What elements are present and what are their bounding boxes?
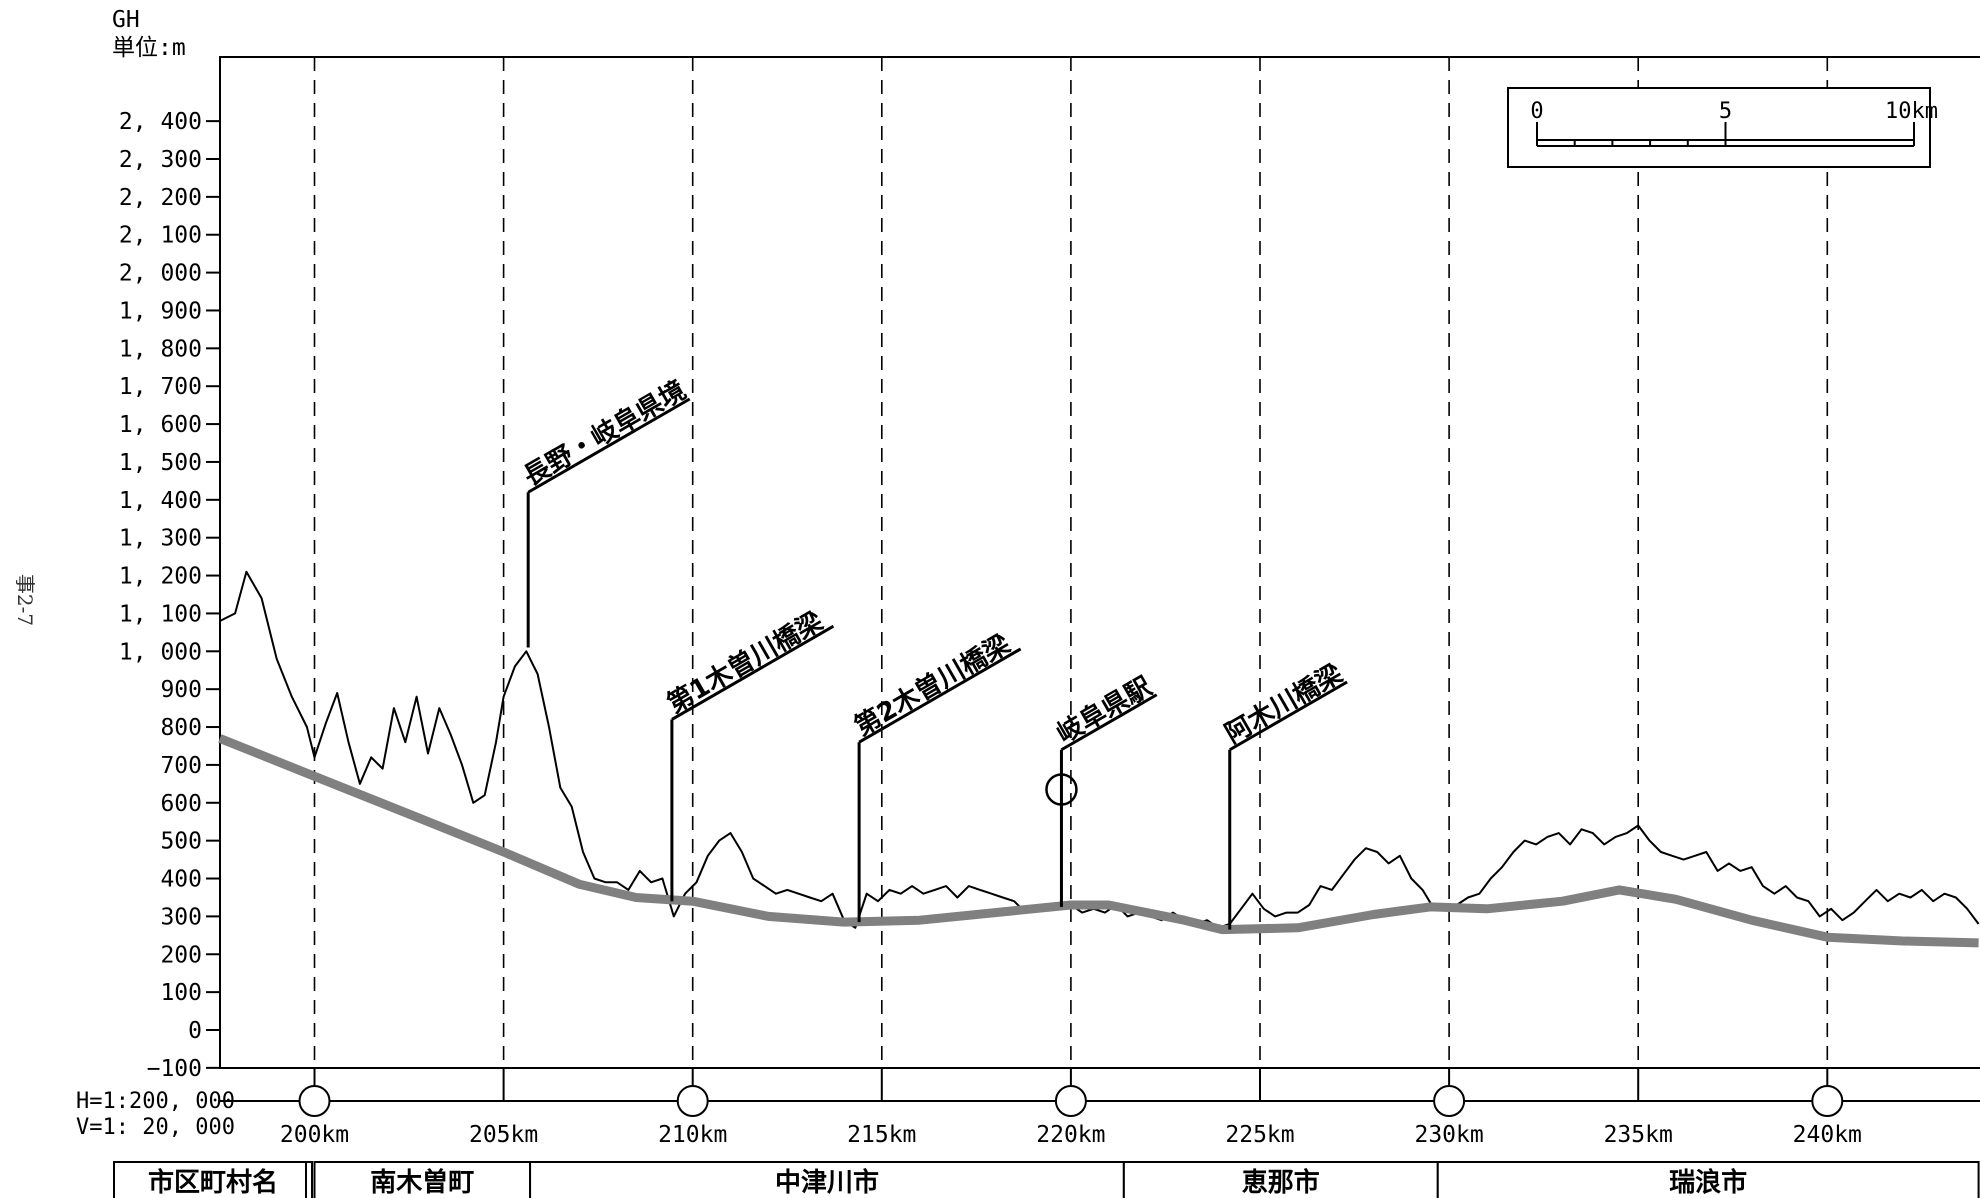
y-tick-label: 2, 300 xyxy=(119,147,202,173)
y-tick-label: 1, 300 xyxy=(119,526,202,552)
vertical-grid xyxy=(313,57,1829,1068)
x-tick-label: 235km xyxy=(1604,1122,1673,1148)
municipality-name: 恵那市 xyxy=(1242,1167,1320,1198)
annotation-underline xyxy=(527,397,691,494)
station-circle-icon xyxy=(1811,1085,1844,1117)
series-layer xyxy=(218,570,1980,948)
y-tick-label: −100 xyxy=(147,1056,202,1082)
annotation-underline xyxy=(1060,693,1158,752)
scale-bar: 0 5 10km xyxy=(1507,87,1938,168)
y-tick-label: 600 xyxy=(160,791,202,817)
municipality-table: 市区町村名 南木曽町 中津川市 恵那市 瑞浪市 xyxy=(113,1161,1980,1198)
plot-frame xyxy=(219,56,1980,1069)
annotation-label: 長野・岐阜県境 xyxy=(518,374,691,492)
y-unit-line-2: 単位:m xyxy=(112,35,186,61)
municipality-cell xyxy=(529,1161,1125,1198)
y-unit-line-1: GH xyxy=(112,7,140,33)
scale-bar-label: 10km xyxy=(1885,99,1938,124)
y-tick-label: 400 xyxy=(160,867,202,893)
scale-text-v: V=1: 20, 000 xyxy=(76,1115,235,1140)
scale-bar-label: 0 xyxy=(1530,99,1543,124)
station-circle-icon xyxy=(1054,1085,1087,1117)
annotation-underline xyxy=(1228,680,1348,752)
y-axis: 2, 400 2, 300 2, 200 2, 100 2, 000 1, 900 1, 8… xyxy=(119,109,220,1082)
x-tick-label: 240km xyxy=(1793,1122,1862,1148)
municipality-name: 中津川市 xyxy=(775,1167,879,1198)
side-page-label: 事2-7 xyxy=(13,574,37,626)
x-tick-label: 230km xyxy=(1414,1122,1483,1148)
annotation-label: 岐阜県駅 xyxy=(1052,672,1157,750)
municipality-name: 南木曽町 xyxy=(370,1167,474,1198)
municipality-cell xyxy=(1436,1161,1980,1198)
y-tick-label: 700 xyxy=(160,753,202,779)
x-tick-label: 220km xyxy=(1036,1122,1105,1148)
y-tick-label: 100 xyxy=(160,980,202,1006)
y-tick-label: 1, 000 xyxy=(119,639,202,665)
y-tick-label: 200 xyxy=(160,942,202,968)
y-tick-label: 2, 100 xyxy=(119,223,202,249)
scale-bar-frame xyxy=(1507,87,1931,168)
y-tick-label: 900 xyxy=(160,677,202,703)
y-tick-label: 1, 800 xyxy=(119,336,202,362)
annotation-underline xyxy=(858,647,1022,744)
x-tick-label: 210km xyxy=(658,1122,727,1148)
y-tick-label: 1, 200 xyxy=(119,564,202,590)
x-axis: 200km 205km 210km 215km 220km 225km 230km 235km… xyxy=(280,1068,1862,1148)
x-tick-label: 200km xyxy=(280,1122,349,1148)
annotation-underline xyxy=(671,624,835,721)
x-tick-label: 225km xyxy=(1225,1122,1294,1148)
x-tick-label: 215km xyxy=(847,1122,916,1148)
y-tick-label: 0 xyxy=(188,1018,202,1044)
station-marker-icon xyxy=(1045,773,1078,806)
y-tick-label: 2, 400 xyxy=(119,109,202,135)
station-circle-icon xyxy=(1433,1085,1466,1117)
municipality-header: 市区町村名 xyxy=(148,1167,278,1198)
ground-profile-line xyxy=(219,570,1980,929)
y-tick-label: 500 xyxy=(160,829,202,855)
y-tick-label: 1, 100 xyxy=(119,601,202,627)
y-tick-label: 2, 200 xyxy=(119,185,202,211)
annotation-label: 第2木曽川橋梁 xyxy=(849,628,1015,742)
scale-text-h: H=1:200, 000 xyxy=(76,1089,235,1114)
scale-bar-label: 5 xyxy=(1719,99,1732,124)
y-tick-label: 2, 000 xyxy=(119,261,202,287)
y-tick-label: 1, 700 xyxy=(119,374,202,400)
annotation-label: 阿木川橋梁 xyxy=(1220,659,1348,750)
y-tick-label: 1, 500 xyxy=(119,450,202,476)
y-tick-label: 1, 600 xyxy=(119,412,202,438)
annotation-label: 第1木曽川橋梁 xyxy=(662,606,828,720)
station-circle-icon xyxy=(298,1085,331,1117)
y-tick-label: 300 xyxy=(160,904,202,930)
y-tick-label: 1, 400 xyxy=(119,488,202,514)
station-circle-icon xyxy=(676,1085,709,1117)
municipality-header-cell xyxy=(113,1161,313,1198)
y-tick-label: 1, 900 xyxy=(119,298,202,324)
y-tick-label: 800 xyxy=(160,715,202,741)
x-tick-label: 205km xyxy=(469,1122,538,1148)
municipality-name: 瑞浪市 xyxy=(1669,1167,1747,1198)
alignment-line xyxy=(218,734,1979,948)
